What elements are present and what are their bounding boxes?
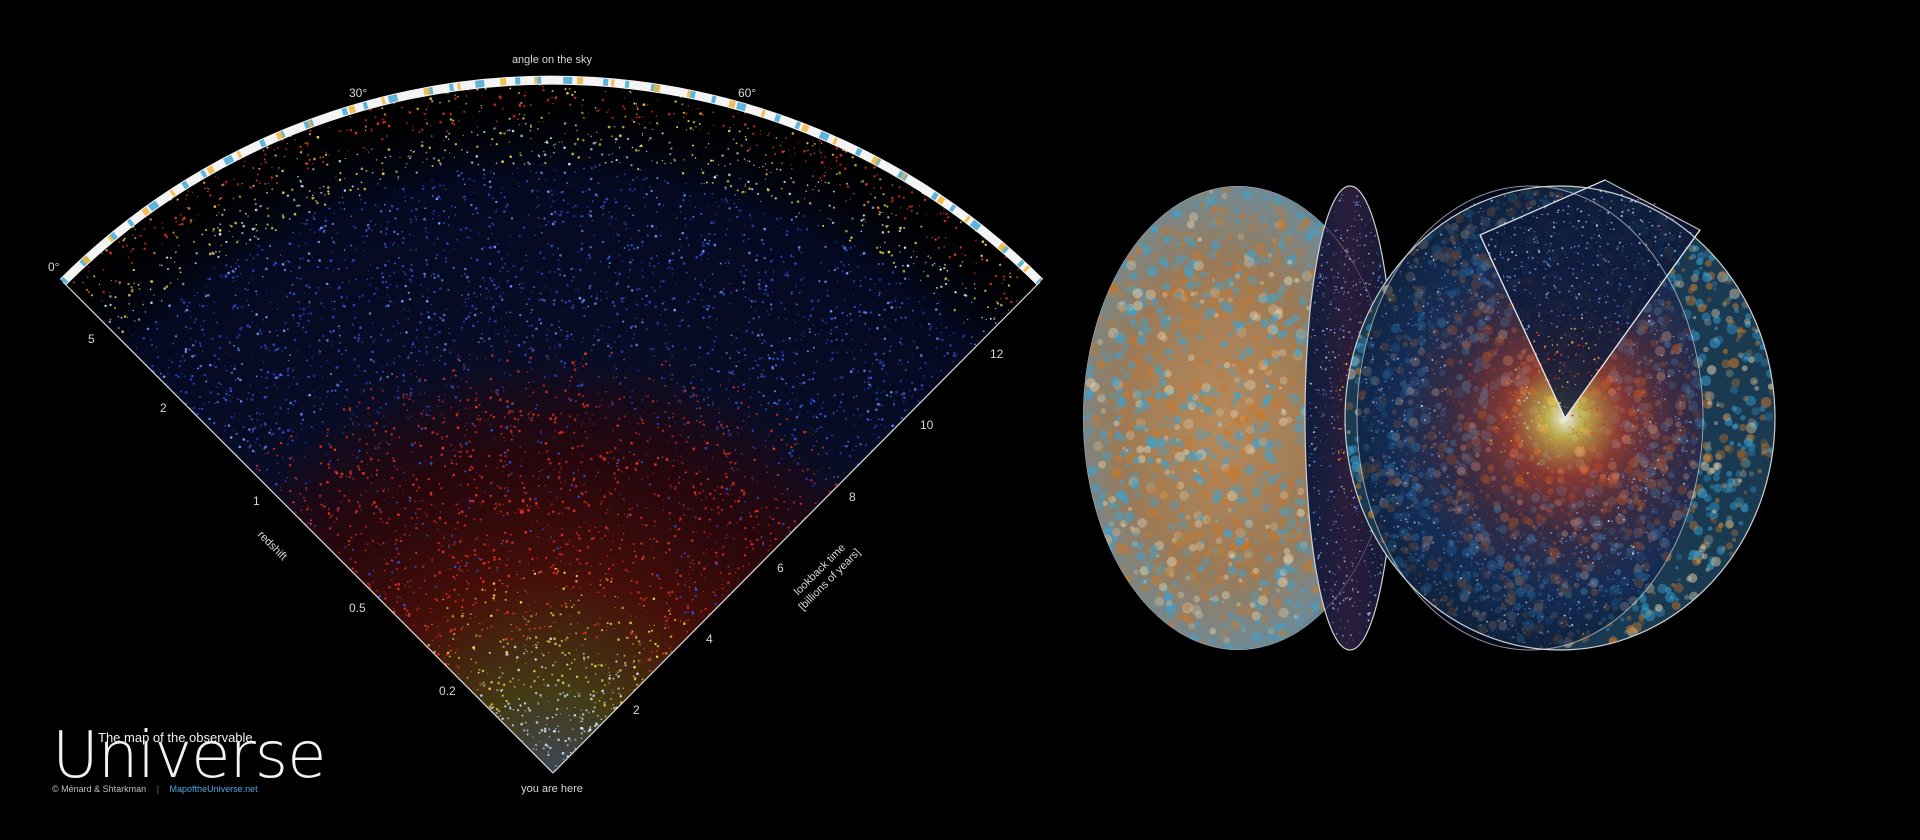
website-link[interactable]: MapoftheUniverse.net <box>169 784 258 794</box>
lookback-tick-6: 6 <box>777 561 784 575</box>
cmb-surface-texture <box>1083 186 1393 650</box>
sphere-outline <box>1344 185 1776 651</box>
logo-title: Universe <box>52 719 326 793</box>
lookback-axis-line <box>552 281 1041 774</box>
angle-tick-0: 0° <box>48 260 60 274</box>
credit-separator: | <box>156 784 160 794</box>
angle-tick-60: 60° <box>738 86 756 100</box>
credit-text: © Ménard & Shtarkman <box>52 784 147 794</box>
lookback-tick-10: 10 <box>920 418 934 432</box>
sphere-half-left <box>1083 185 1396 651</box>
cutaway-wedge-galaxies <box>1481 190 1692 409</box>
cmb-sky-band <box>59 75 1044 286</box>
lookback-tick-12: 12 <box>990 347 1004 361</box>
lookback-tick-8: 8 <box>849 490 856 504</box>
redshift-tick-2: 2 <box>160 401 167 415</box>
lookback-tick-4: 4 <box>706 632 713 646</box>
angle-tick-30: 30° <box>349 86 367 100</box>
redshift-tick-0-2: 0.2 <box>439 684 456 698</box>
logo-subtitle: The map of the observable <box>98 730 253 745</box>
galaxy-points <box>73 83 1039 772</box>
observer-label: you are here <box>521 783 583 795</box>
observable-universe-wedge <box>59 75 1044 774</box>
lookback-tick-2: 2 <box>633 703 640 717</box>
redshift-axis-line <box>62 281 554 774</box>
map-logo: The map of the observable Universe © Mén… <box>52 724 326 798</box>
redshift-axis-label: redshift <box>255 529 289 563</box>
redshift-tick-0-5: 0.5 <box>349 601 366 615</box>
angle-axis-label: angle on the sky <box>512 54 593 66</box>
redshift-tick-1: 1 <box>253 494 260 508</box>
logo-credit-line: © Ménard & Shtarkman | MapoftheUniverse.… <box>52 784 258 794</box>
sphere-with-cutaway <box>1344 179 1776 651</box>
redshift-tick-5: 5 <box>88 332 95 346</box>
